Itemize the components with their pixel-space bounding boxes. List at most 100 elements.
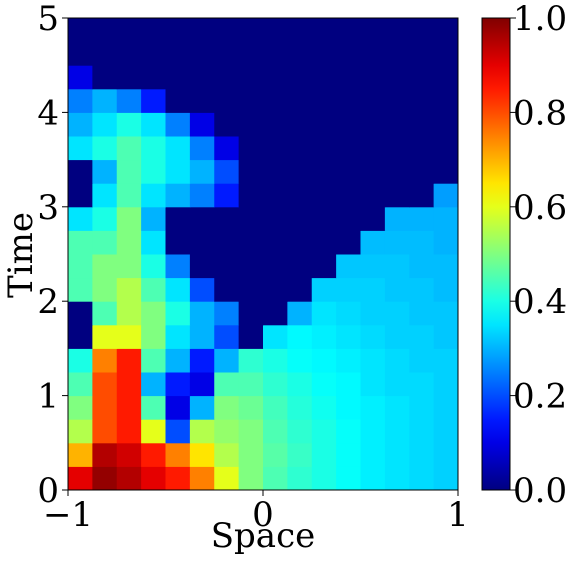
heatmap-cell [92, 301, 118, 326]
heatmap-cell [384, 395, 410, 420]
heatmap-cell [287, 254, 313, 279]
heatmap-cell [214, 442, 240, 467]
heatmap-cell [360, 206, 386, 231]
heatmap-cell [409, 372, 435, 397]
heatmap-cell [68, 419, 93, 444]
heatmap-cell [189, 419, 215, 444]
heatmap-cell [238, 159, 264, 184]
heatmap-cell [214, 254, 240, 279]
heatmap-cell [360, 419, 386, 444]
heatmap-cell [263, 183, 288, 208]
heatmap-cell [92, 112, 118, 137]
heatmap-cell [287, 136, 313, 161]
heatmap-cell [311, 324, 337, 349]
heatmap-cell [433, 466, 459, 491]
heatmap-cell [263, 419, 288, 444]
heatmap-cell [189, 301, 215, 326]
heatmap-cell [214, 18, 240, 43]
heatmap-cell [384, 230, 410, 255]
heatmap-cell [336, 348, 361, 373]
heatmap-cell [384, 324, 410, 349]
heatmap-cell [360, 466, 386, 491]
heatmap-cell [92, 18, 118, 43]
heatmap-cell [68, 277, 93, 302]
colorbar-tick-label: 0.0 [513, 471, 567, 511]
heatmap-cell [433, 206, 459, 231]
heatmap-cell [263, 41, 288, 66]
heatmap-cell [287, 41, 313, 66]
heatmap-cell [238, 18, 264, 43]
heatmap-cell [360, 348, 386, 373]
heatmap-cell [116, 395, 142, 420]
colorbar-tick-label: 0.8 [513, 93, 567, 133]
heatmap-cell [189, 159, 215, 184]
heatmap-cell [141, 277, 166, 302]
heatmap-cell [165, 112, 191, 137]
heatmap-cell [360, 88, 386, 113]
heatmap-cell [214, 159, 240, 184]
heatmap-cell [263, 254, 288, 279]
heatmap-cell [68, 18, 93, 43]
heatmap-cell [165, 442, 191, 467]
heatmap-cell [360, 372, 386, 397]
heatmap-cell [384, 88, 410, 113]
heatmap-cell [214, 419, 240, 444]
heatmap-cell [189, 230, 215, 255]
heatmap-cell [68, 112, 93, 137]
heatmap-cell [336, 112, 361, 137]
heatmap-cell [409, 277, 435, 302]
heatmap-cell [311, 254, 337, 279]
heatmap-cell [287, 395, 313, 420]
heatmap-cell [384, 183, 410, 208]
heatmap-cell [238, 348, 264, 373]
heatmap-cell [116, 301, 142, 326]
heatmap-cell [165, 466, 191, 491]
heatmap-cell [116, 65, 142, 90]
heatmap-cell [189, 254, 215, 279]
heatmap-cell [189, 18, 215, 43]
heatmap-cell [92, 442, 118, 467]
heatmap-cell [165, 301, 191, 326]
heatmap-cell [214, 230, 240, 255]
heatmap-cell [360, 442, 386, 467]
heatmap-cell [116, 112, 142, 137]
y-tick-label: 4 [37, 93, 59, 133]
heatmap-cell [238, 206, 264, 231]
heatmap-cell [214, 372, 240, 397]
heatmap-cell [287, 466, 313, 491]
heatmap-cell [68, 348, 93, 373]
heatmap-cell [116, 254, 142, 279]
heatmap-cell [409, 18, 435, 43]
heatmap-cell [238, 183, 264, 208]
heatmap-cell [189, 348, 215, 373]
heatmap-cell [238, 301, 264, 326]
heatmap-cell [263, 18, 288, 43]
heatmap-cell [116, 159, 142, 184]
heatmap-cell [189, 395, 215, 420]
heatmap-cell [141, 348, 166, 373]
heatmap-cell [287, 112, 313, 137]
heatmap-cell [384, 442, 410, 467]
heatmap-cell [92, 41, 118, 66]
heatmap-cell [287, 18, 313, 43]
heatmap-cell [92, 372, 118, 397]
heatmap-cell [214, 88, 240, 113]
heatmap-cell [141, 112, 166, 137]
heatmap-cell [287, 159, 313, 184]
heatmap-cell [409, 41, 435, 66]
heatmap-cell [287, 442, 313, 467]
heatmap-cell [360, 159, 386, 184]
heatmap-cell [92, 419, 118, 444]
y-tick-label: 2 [37, 282, 59, 322]
heatmap-cell [165, 277, 191, 302]
heatmap-cell [68, 88, 93, 113]
colorbar [481, 17, 511, 491]
heatmap-cell [214, 301, 240, 326]
heatmap-cell [189, 88, 215, 113]
heatmap-cell [384, 419, 410, 444]
heatmap-cell [92, 206, 118, 231]
heatmap-cell [165, 41, 191, 66]
heatmap-cell [238, 395, 264, 420]
heatmap-cell [360, 254, 386, 279]
heatmap-cell [360, 395, 386, 420]
